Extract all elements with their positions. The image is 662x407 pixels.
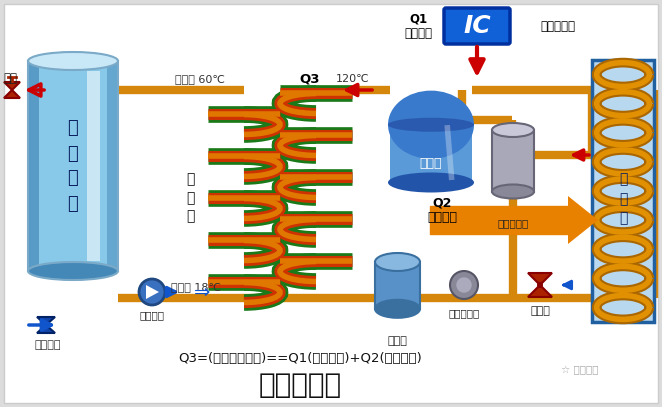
Text: 温度调节器: 温度调节器	[540, 20, 575, 33]
Polygon shape	[4, 90, 20, 98]
Text: 热水: 热水	[3, 72, 17, 85]
Text: Q2
空气热能: Q2 空气热能	[427, 196, 457, 224]
Ellipse shape	[388, 91, 474, 159]
Text: 120℃: 120℃	[336, 74, 370, 84]
Ellipse shape	[388, 173, 474, 193]
Ellipse shape	[375, 300, 420, 318]
Text: 干燥过滤器: 干燥过滤器	[448, 308, 480, 318]
Text: 储液罐: 储液罐	[387, 336, 407, 346]
FancyBboxPatch shape	[28, 61, 118, 271]
Ellipse shape	[28, 262, 118, 280]
Polygon shape	[4, 82, 20, 90]
FancyBboxPatch shape	[4, 4, 658, 403]
Ellipse shape	[388, 118, 474, 132]
Circle shape	[450, 271, 478, 299]
FancyBboxPatch shape	[375, 262, 420, 309]
Polygon shape	[146, 285, 159, 299]
Text: 压缩机: 压缩机	[420, 157, 442, 170]
Text: Q1
电能输入: Q1 电能输入	[404, 12, 432, 40]
Text: 冷水入 18℃: 冷水入 18℃	[171, 282, 221, 292]
Text: ☆ 制冷百科: ☆ 制冷百科	[561, 365, 598, 375]
Ellipse shape	[375, 253, 420, 271]
Text: 循环水泵: 循环水泵	[140, 310, 164, 320]
Text: 冷
凝
器: 冷 凝 器	[186, 173, 194, 223]
Polygon shape	[568, 196, 598, 244]
Text: 蒸
发
器: 蒸 发 器	[619, 173, 627, 225]
Polygon shape	[37, 325, 55, 333]
Text: IC: IC	[463, 14, 491, 38]
Polygon shape	[37, 317, 55, 325]
FancyBboxPatch shape	[444, 8, 510, 44]
Ellipse shape	[492, 184, 534, 199]
Text: 热水出 60℃: 热水出 60℃	[175, 74, 225, 84]
Polygon shape	[528, 273, 552, 285]
FancyBboxPatch shape	[28, 61, 39, 271]
Text: Q3: Q3	[300, 72, 320, 85]
Circle shape	[456, 277, 472, 293]
Ellipse shape	[28, 52, 118, 70]
FancyBboxPatch shape	[592, 60, 654, 322]
FancyBboxPatch shape	[87, 71, 100, 261]
Polygon shape	[528, 285, 552, 297]
Text: Q3=(热水获得能量)==Q1(电器能量)+Q2(空气热能): Q3=(热水获得能量)==Q1(电器能量)+Q2(空气热能)	[178, 352, 422, 365]
Text: 汽液分离器: 汽液分离器	[497, 218, 529, 228]
Text: 保
温
水
箱: 保 温 水 箱	[68, 120, 78, 212]
FancyBboxPatch shape	[492, 130, 534, 192]
Ellipse shape	[492, 123, 534, 137]
Text: 系统原理图: 系统原理图	[258, 371, 342, 399]
FancyBboxPatch shape	[390, 125, 472, 182]
Text: 冷水进口: 冷水进口	[34, 340, 62, 350]
Circle shape	[139, 279, 165, 305]
Circle shape	[537, 282, 543, 288]
Text: 膨胀阀: 膨胀阀	[530, 306, 550, 316]
FancyBboxPatch shape	[107, 61, 118, 271]
Text: ⇒: ⇒	[194, 282, 211, 302]
